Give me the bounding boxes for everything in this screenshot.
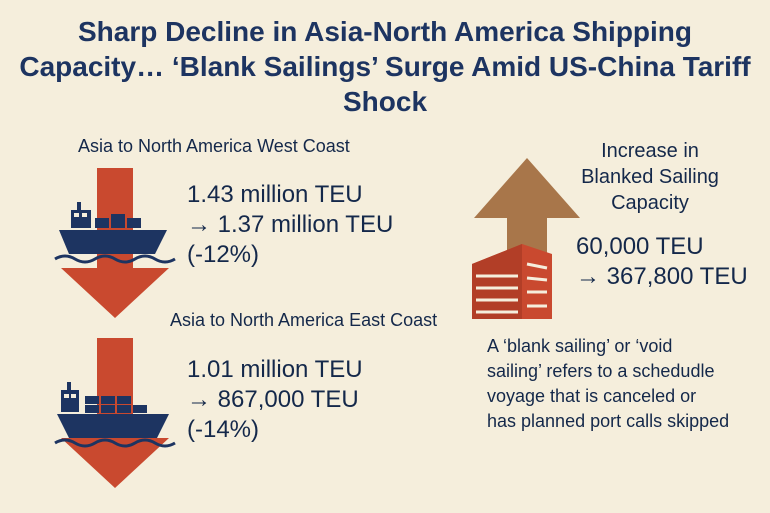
up-arrow-icon bbox=[474, 158, 580, 283]
blanked-from: 60,000 TEU bbox=[576, 233, 704, 260]
east-coast-to: → 867,000 TEU bbox=[187, 386, 359, 413]
blanked-heading: Increase in Blanked Sailing Capacity bbox=[560, 138, 740, 216]
west-coast-heading: Asia to North America West Coast bbox=[78, 136, 350, 156]
definition-line-1: A ‘blank sailing’ or ‘void bbox=[487, 336, 673, 356]
warehouse-icon bbox=[472, 244, 552, 319]
definition-line-2: sailing’ refers to a schedudle bbox=[487, 361, 715, 381]
east-coast-heading: Asia to North America East Coast bbox=[170, 310, 438, 330]
title-line-2: Capacity… ‘Blank Sailings’ Surge Amid US… bbox=[19, 51, 751, 82]
east-coast-from: 1.01 million TEU bbox=[187, 356, 363, 383]
east-coast-change: (-14%) bbox=[187, 416, 260, 443]
cargo-ship-icon bbox=[54, 202, 176, 264]
west-coast-from: 1.43 million TEU bbox=[187, 181, 363, 208]
blanked-heading-line-3: Capacity bbox=[611, 192, 689, 214]
definition-note: A ‘blank sailing’ or ‘void sailing’ refe… bbox=[487, 334, 729, 434]
west-coast-change: (-12%) bbox=[187, 241, 260, 268]
definition-line-4: has planned port calls skipped bbox=[487, 411, 730, 431]
title-line-1: Sharp Decline in Asia-North America Ship… bbox=[77, 16, 693, 47]
title-line-3: Shock bbox=[342, 86, 428, 117]
west-coast-to: → 1.37 million TEU bbox=[187, 211, 394, 238]
blanked-heading-line-1: Increase in bbox=[601, 140, 699, 162]
definition-line-3: voyage that is canceled or bbox=[487, 386, 697, 406]
blanked-heading-line-2: Blanked Sailing bbox=[581, 166, 719, 188]
page-title: Sharp Decline in Asia-North America Ship… bbox=[0, 14, 770, 119]
cargo-ship-icon bbox=[54, 382, 176, 448]
blanked-to: → 367,800 TEU bbox=[576, 263, 748, 290]
